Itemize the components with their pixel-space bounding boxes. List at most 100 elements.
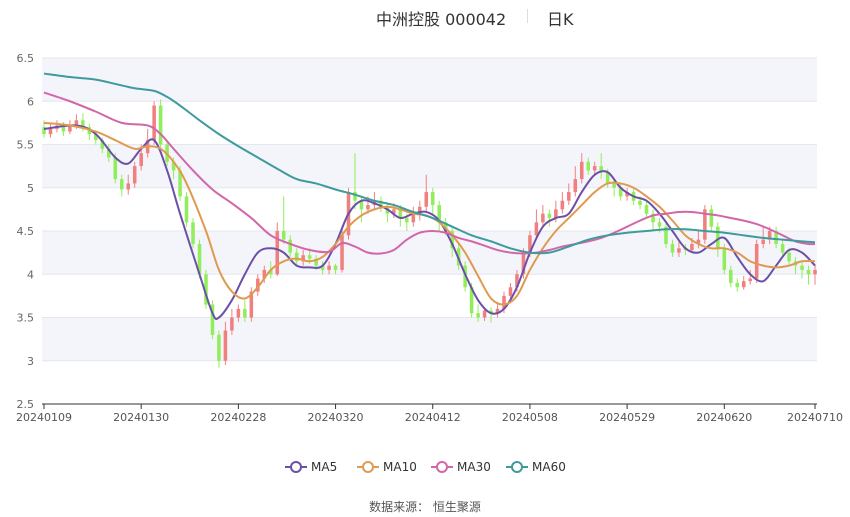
candle bbox=[191, 218, 195, 249]
data-source-value: 恒生聚源 bbox=[432, 500, 481, 514]
candle-body bbox=[528, 235, 532, 253]
candle-body bbox=[780, 243, 785, 253]
candle-body bbox=[573, 179, 578, 193]
candle bbox=[644, 200, 649, 219]
candle bbox=[787, 248, 791, 266]
candle-body bbox=[612, 183, 616, 188]
candle-body bbox=[119, 179, 124, 190]
candle bbox=[586, 157, 591, 175]
candle bbox=[489, 307, 493, 323]
legend-marker-ma30 bbox=[431, 461, 453, 473]
candle-body bbox=[677, 248, 681, 253]
legend-item-ma5[interactable]: MA5 bbox=[285, 459, 337, 475]
x-tick-label: 20240228 bbox=[210, 411, 266, 424]
candle bbox=[677, 241, 681, 257]
candle bbox=[320, 261, 325, 275]
candle bbox=[618, 183, 623, 201]
candle bbox=[333, 263, 338, 275]
candle bbox=[184, 192, 189, 227]
candle bbox=[294, 248, 299, 266]
candle bbox=[813, 263, 817, 285]
y-tick-label: 3.5 bbox=[17, 312, 35, 325]
candle bbox=[424, 174, 429, 212]
candle-body bbox=[333, 265, 338, 270]
candle-body bbox=[340, 235, 344, 270]
candle bbox=[579, 153, 584, 184]
candle-body bbox=[268, 269, 273, 275]
candle bbox=[217, 330, 221, 368]
candle-body bbox=[132, 166, 137, 184]
candle-body bbox=[703, 209, 707, 240]
candle bbox=[709, 205, 714, 231]
candle-body bbox=[541, 213, 545, 223]
moving-average-lines[interactable] bbox=[43, 72, 816, 320]
candle bbox=[547, 209, 552, 227]
candle-body bbox=[418, 206, 422, 214]
title-divider bbox=[527, 9, 528, 23]
candle bbox=[223, 321, 228, 366]
line-ma60 bbox=[43, 72, 816, 255]
candle-body bbox=[638, 200, 642, 206]
y-tick-label: 2.5 bbox=[17, 398, 35, 411]
candle-body bbox=[230, 317, 234, 331]
candle-body bbox=[223, 330, 228, 361]
candle-body bbox=[314, 258, 318, 266]
candle-body bbox=[696, 239, 701, 244]
legend-item-ma10[interactable]: MA10 bbox=[357, 459, 417, 475]
legend-marker-ma5 bbox=[285, 461, 307, 473]
candle bbox=[158, 99, 163, 149]
legend-item-ma30[interactable]: MA30 bbox=[431, 459, 491, 475]
candle bbox=[728, 265, 733, 288]
y-tick-label: 4 bbox=[27, 268, 34, 281]
candle-body bbox=[430, 192, 435, 206]
legend-label-ma30: MA30 bbox=[457, 460, 491, 474]
candle bbox=[281, 196, 286, 244]
candle bbox=[560, 192, 565, 214]
candle-body bbox=[579, 161, 584, 180]
candle bbox=[599, 153, 603, 180]
candle-body bbox=[644, 205, 649, 214]
candle bbox=[573, 166, 578, 197]
candle bbox=[430, 187, 435, 214]
candle-body bbox=[709, 209, 714, 227]
candle-body bbox=[327, 265, 331, 270]
candle-body bbox=[599, 166, 603, 173]
candle bbox=[210, 300, 215, 340]
candle-body bbox=[152, 105, 156, 141]
candle bbox=[379, 196, 383, 212]
candle-body bbox=[288, 239, 292, 253]
candle-body bbox=[469, 287, 474, 314]
x-tick-label: 20240620 bbox=[696, 411, 752, 424]
candle bbox=[651, 209, 655, 231]
candle-body bbox=[81, 120, 85, 128]
candle bbox=[774, 226, 778, 249]
legend-item-ma60[interactable]: MA60 bbox=[506, 459, 566, 475]
plot-background bbox=[42, 58, 817, 361]
candle-body bbox=[301, 255, 305, 262]
candle-body bbox=[741, 281, 746, 288]
x-axis: 20240109 20240130 20240228 20240320 20240412… bbox=[16, 403, 843, 424]
candle-body bbox=[191, 222, 195, 244]
candle bbox=[132, 161, 137, 188]
candle-body bbox=[748, 278, 752, 282]
candle-body bbox=[761, 239, 765, 244]
candle-body bbox=[217, 334, 221, 361]
legend-label-ma10: MA10 bbox=[383, 460, 417, 474]
candle-body bbox=[521, 252, 526, 275]
legend-marker-ma10 bbox=[357, 461, 379, 473]
data-source: 数据来源： 恒生聚源 bbox=[0, 498, 850, 515]
candle bbox=[236, 304, 241, 322]
candle bbox=[68, 120, 72, 135]
candle-body bbox=[489, 310, 493, 314]
candle-body bbox=[307, 255, 312, 259]
candle-body bbox=[476, 313, 480, 318]
y-axis: 2.5 3 3.5 4 4.5 5 5.5 6 6.5 bbox=[17, 52, 35, 411]
x-tick-label: 20240508 bbox=[502, 411, 558, 424]
candle-body bbox=[158, 105, 163, 145]
candle bbox=[411, 206, 416, 227]
candle-body bbox=[236, 308, 241, 318]
candle bbox=[741, 275, 746, 290]
grid-band bbox=[42, 317, 817, 361]
candle-body bbox=[787, 252, 791, 262]
